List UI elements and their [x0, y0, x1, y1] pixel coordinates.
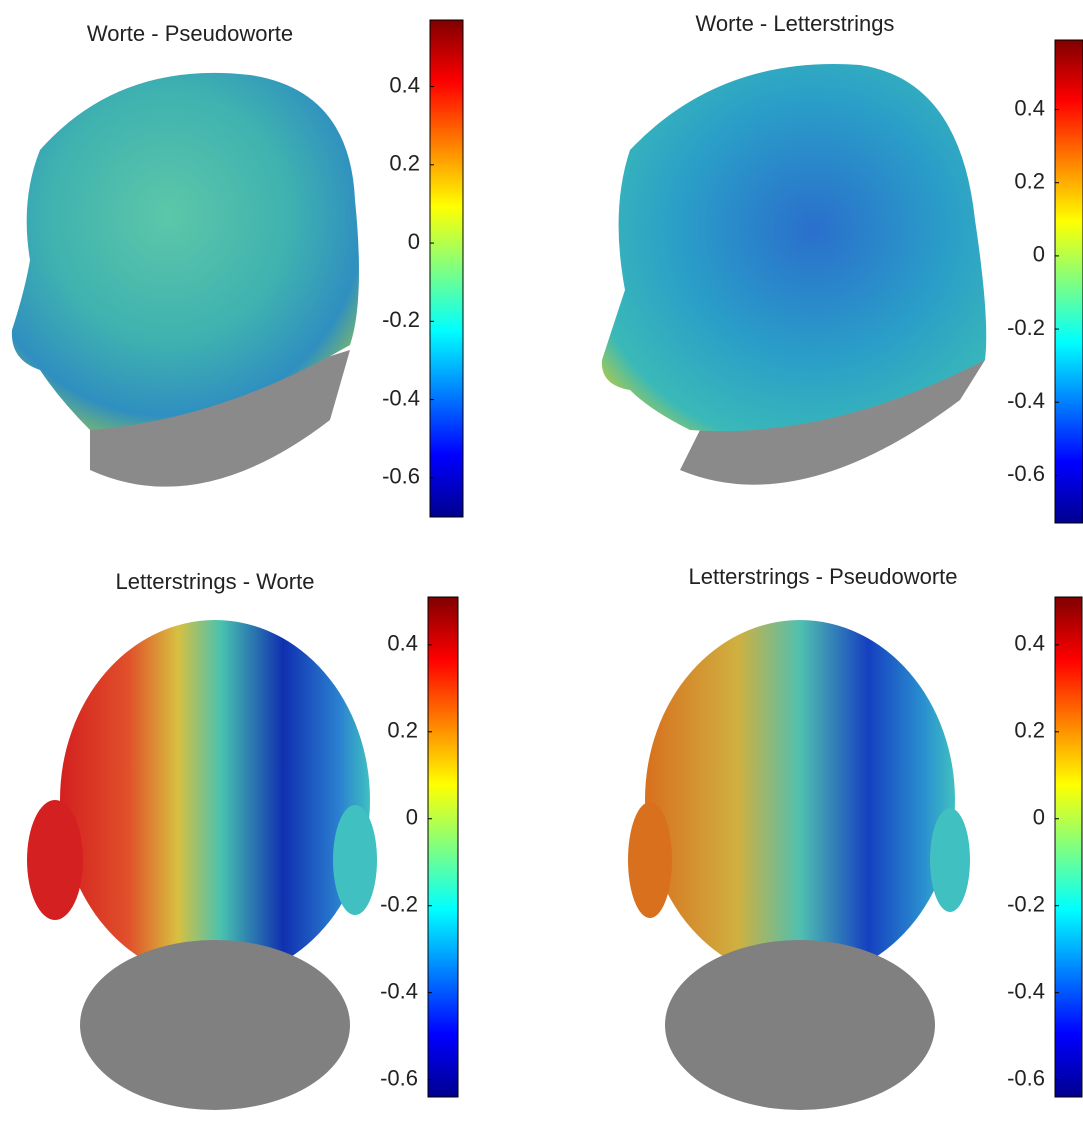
panel-title: Letterstrings - Pseudoworte: [688, 564, 957, 589]
panel-title: Letterstrings - Worte: [116, 569, 315, 594]
ear: [930, 808, 970, 912]
colorbar-tick-label: -0.2: [1007, 892, 1045, 917]
head: [60, 620, 370, 980]
neck: [665, 940, 935, 1110]
colorbar-tick-label: 0.4: [1014, 95, 1045, 120]
neck: [80, 940, 350, 1110]
colorbar: [1055, 597, 1082, 1097]
colorbar-tick-label: 0: [1033, 242, 1045, 267]
head: [602, 64, 986, 431]
colorbar-tick-label: 0.4: [387, 631, 418, 656]
colorbar-tick-label: 0: [408, 229, 420, 254]
colorbar-tick-label: -0.4: [380, 978, 418, 1003]
colorbar-tick-label: 0.2: [1014, 718, 1045, 743]
colorbar-tick-label: 0: [406, 805, 418, 830]
colorbar-tick-label: 0.2: [389, 151, 420, 176]
figure: Worte - Pseudoworte 0.4 0.2 0 -0.2 -0.4 -0.6 Wo…: [0, 0, 1083, 1124]
ear: [628, 802, 672, 918]
colorbar-tick-label: -0.4: [1007, 388, 1045, 413]
colorbar-tick-label: 0.4: [389, 72, 420, 97]
colorbar-tick-label: 0.2: [387, 718, 418, 743]
colorbar-tick-label: 0.4: [1014, 631, 1045, 656]
colorbar-tick-label: -0.4: [382, 385, 420, 410]
colorbar-tick-label: 0.2: [1014, 169, 1045, 194]
ear: [333, 805, 377, 915]
panel-title: Worte - Letterstrings: [696, 11, 895, 36]
colorbar-tick-label: -0.6: [382, 464, 420, 489]
colorbar-tick-label: -0.4: [1007, 978, 1045, 1003]
colorbar: [430, 20, 463, 517]
colorbar: [428, 597, 458, 1097]
colorbar-tick-label: -0.6: [1007, 461, 1045, 486]
ear: [27, 800, 83, 920]
colorbar-tick-label: -0.2: [382, 307, 420, 332]
head: [645, 620, 955, 980]
colorbar-tick-label: -0.6: [380, 1065, 418, 1090]
colorbar-tick-label: 0: [1033, 805, 1045, 830]
colorbar: [1055, 40, 1083, 523]
colorbar-tick-label: -0.6: [1007, 1065, 1045, 1090]
panel-title: Worte - Pseudoworte: [87, 21, 293, 46]
colorbar-tick-label: -0.2: [1007, 315, 1045, 340]
colorbar-tick-label: -0.2: [380, 892, 418, 917]
